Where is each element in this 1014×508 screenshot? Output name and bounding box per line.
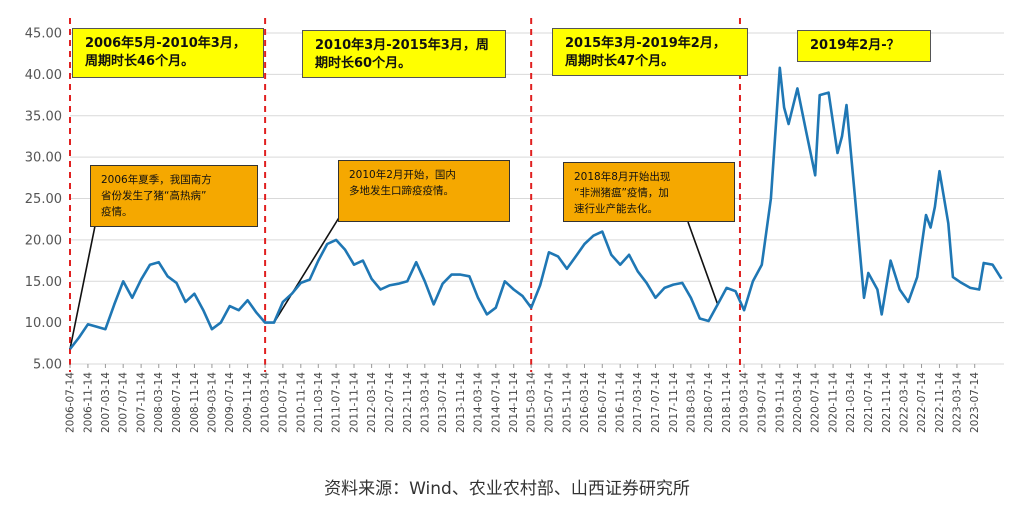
x-tick-label: 2016-03-14 [579,372,591,433]
y-axis-ticks: 5.00 10.00 15.00 20.00 25.00 30.00 35.00 40.00 4… [25,27,62,373]
period-annotation-line: 2006年5月-2010年3月， [85,36,246,51]
event-annotation-line: 2006年夏季，我国南方 [101,174,212,186]
period-annotation-line: 周期时长47个月。 [565,54,675,69]
series-line [68,66,1003,350]
x-tick-label: 2023-07-14 [969,372,981,433]
x-tick-label: 2010-11-14 [295,372,307,433]
x-tick-label: 2021-11-14 [881,372,893,433]
event-annotation-line: 2018年8月开始出现 [574,171,671,183]
x-tick-label: 2014-11-14 [508,372,520,433]
period-annotation-2: 2010年3月-2015年3月，周 期时长60个月。 [302,30,506,78]
pig-price-line-chart: 5.00 10.00 15.00 20.00 25.00 30.00 35.00 40.00 4… [25,18,1004,433]
annotation-pointer [69,225,96,350]
x-tick-label: 2016-11-14 [615,372,627,433]
event-annotation-line: “非洲猪瘟”疫情，加 [574,187,669,199]
x-tick-label: 2006-11-14 [82,372,94,433]
x-tick-label: 2019-03-14 [739,372,751,433]
x-tick-label: 2007-03-14 [100,372,112,433]
x-tick-label: 2010-03-14 [260,372,272,433]
event-annotation-2: 2010年2月开始，国内 多地发生口蹄疫疫情。 [338,160,510,222]
x-tick-label: 2010-07-14 [277,372,289,433]
y-tick-label: 45.00 [25,27,62,42]
y-tick-label: 30.00 [25,151,62,166]
x-tick-label: 2012-11-14 [402,372,414,433]
x-tick-label: 2016-07-14 [597,372,609,433]
period-annotation-line: 期时长60个月。 [315,56,412,71]
x-tick-label: 2009-07-14 [224,372,236,433]
period-annotation-1: 2006年5月-2010年3月， 周期时长46个月。 [72,28,264,78]
x-axis-ticks: 2006-07-14 2006-11-14 2007-03-14 2007-07-14… [65,364,981,433]
x-tick-label: 2012-03-14 [366,372,378,433]
x-tick-label: 2011-03-14 [313,372,325,433]
period-annotation-line: 2015年3月-2019年2月， [565,36,726,51]
y-tick-label: 40.00 [25,68,62,83]
event-annotation-line: 2010年2月开始，国内 [349,169,456,181]
x-tick-label: 2019-11-14 [774,372,786,433]
x-tick-label: 2022-11-14 [934,372,946,433]
x-tick-label: 2006-07-14 [65,372,77,433]
x-tick-label: 2011-11-14 [348,372,360,433]
x-tick-label: 2009-03-14 [206,372,218,433]
x-tick-label: 2013-11-14 [455,372,467,433]
x-tick-label: 2008-03-14 [153,372,165,433]
x-tick-label: 2020-07-14 [810,372,822,433]
x-tick-label: 2009-11-14 [242,372,254,433]
x-tick-label: 2018-11-14 [721,372,733,433]
y-tick-label: 25.00 [25,192,62,207]
x-tick-label: 2013-07-14 [437,372,449,433]
x-tick-label: 2011-07-14 [331,372,343,433]
x-tick-label: 2008-11-14 [189,372,201,433]
annotation-pointers [69,215,719,350]
source-note: 资料来源：Wind、农业农村部、山西证券研究所 [324,479,690,499]
x-tick-label: 2022-07-14 [916,372,928,433]
event-annotation-line: 疫情。 [101,206,133,218]
period-annotation-line: 2010年3月-2015年3月，周 [315,38,489,53]
period-annotation-line: 2019年2月-？ [810,38,900,53]
x-tick-label: 2015-07-14 [543,372,555,433]
y-tick-label: 20.00 [25,233,62,248]
period-annotation-4: 2019年2月-？ [797,30,931,62]
y-tick-label: 15.00 [25,275,62,290]
cycle-dividers [69,18,741,372]
period-annotation-line: 周期时长46个月。 [85,54,195,69]
y-tick-label: 10.00 [25,316,62,331]
y-tick-label: 35.00 [25,109,62,124]
x-tick-label: 2018-07-14 [703,372,715,433]
x-tick-label: 2013-03-14 [419,372,431,433]
x-tick-label: 2022-03-14 [898,372,910,433]
x-tick-label: 2008-07-14 [171,372,183,433]
x-tick-label: 2015-11-14 [561,372,573,433]
event-annotation-line: 多地发生口蹄疫疫情。 [349,185,454,197]
x-tick-label: 2007-11-14 [136,372,148,433]
x-tick-label: 2012-07-14 [384,372,396,433]
x-tick-label: 2019-07-14 [756,372,768,433]
event-annotation-3: 2018年8月开始出现 “非洲猪瘟”疫情，加 速行业产能去化。 [563,162,735,222]
x-tick-label: 2018-03-14 [685,372,697,433]
x-tick-label: 2017-11-14 [668,372,680,433]
event-annotation-line: 速行业产能去化。 [574,203,658,215]
x-tick-label: 2015-03-14 [526,372,538,433]
y-tick-label: 5.00 [33,358,62,373]
x-tick-label: 2007-07-14 [118,372,130,433]
annotation-pointer [687,221,719,305]
x-tick-label: 2017-07-14 [650,372,662,433]
x-tick-label: 2017-03-14 [632,372,644,433]
period-annotation-3: 2015年3月-2019年2月， 周期时长47个月。 [552,28,748,76]
x-tick-label: 2014-07-14 [490,372,502,433]
x-tick-label: 2021-03-14 [845,372,857,433]
x-tick-label: 2020-11-14 [828,372,840,433]
x-tick-label: 2020-03-14 [792,372,804,433]
event-annotation-1: 2006年夏季，我国南方 省份发生了猪“高热病” 疫情。 [90,165,258,227]
x-tick-label: 2023-03-14 [951,372,963,433]
x-tick-label: 2014-03-14 [472,372,484,433]
event-annotation-line: 省份发生了猪“高热病” [101,190,207,202]
annotation-pointer [273,215,341,324]
x-tick-label: 2021-07-14 [863,372,875,433]
